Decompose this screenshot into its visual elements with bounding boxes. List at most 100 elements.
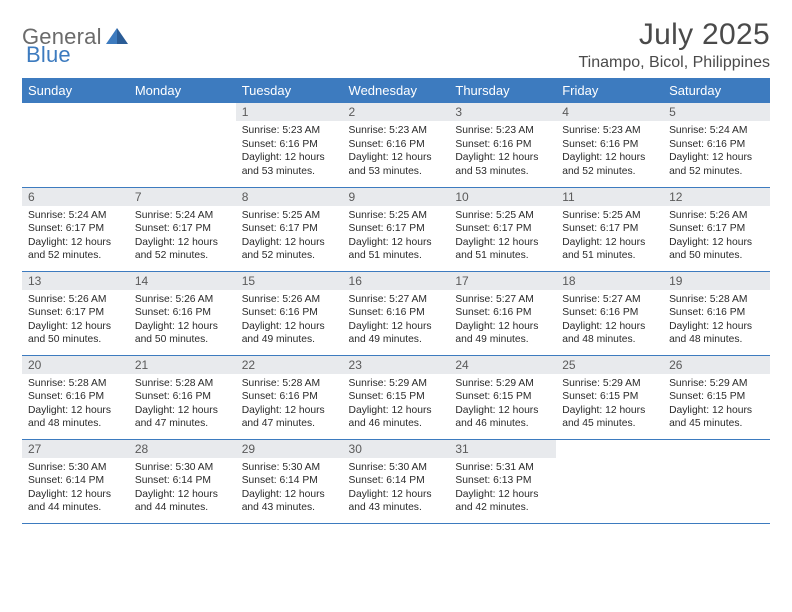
day-number: 15 [236,272,343,290]
daylight-text: Daylight: 12 hours and 49 minutes. [349,320,444,347]
logo-mark-icon [106,26,128,49]
sunset-text: Sunset: 6:16 PM [242,390,337,404]
sunset-text: Sunset: 6:16 PM [562,306,657,320]
weekday-row: SundayMondayTuesdayWednesdayThursdayFrid… [22,78,770,103]
day-number: 3 [449,103,556,121]
sunrise-text: Sunrise: 5:30 AM [349,461,444,475]
day-number: 24 [449,356,556,374]
sunrise-text: Sunrise: 5:26 AM [135,293,230,307]
calendar-cell: 16Sunrise: 5:27 AMSunset: 6:16 PMDayligh… [343,271,450,355]
sunrise-text: Sunrise: 5:25 AM [455,209,550,223]
day-number: 2 [343,103,450,121]
sunrise-text: Sunrise: 5:30 AM [135,461,230,475]
day-body: Sunrise: 5:26 AMSunset: 6:16 PMDaylight:… [129,290,236,352]
daylight-text: Daylight: 12 hours and 44 minutes. [135,488,230,515]
calendar-week-row: 6Sunrise: 5:24 AMSunset: 6:17 PMDaylight… [22,187,770,271]
day-number: 11 [556,188,663,206]
weekday-header: Friday [556,78,663,103]
calendar-week-row: 1Sunrise: 5:23 AMSunset: 6:16 PMDaylight… [22,103,770,187]
calendar-cell: 30Sunrise: 5:30 AMSunset: 6:14 PMDayligh… [343,439,450,523]
day-body: Sunrise: 5:30 AMSunset: 6:14 PMDaylight:… [129,458,236,520]
calendar-week-row: 13Sunrise: 5:26 AMSunset: 6:17 PMDayligh… [22,271,770,355]
day-body: Sunrise: 5:24 AMSunset: 6:17 PMDaylight:… [22,206,129,268]
header: General July 2025 Tinampo, Bicol, Philip… [22,18,770,72]
calendar-cell: 24Sunrise: 5:29 AMSunset: 6:15 PMDayligh… [449,355,556,439]
sunset-text: Sunset: 6:14 PM [28,474,123,488]
calendar-cell: 1Sunrise: 5:23 AMSunset: 6:16 PMDaylight… [236,103,343,187]
daylight-text: Daylight: 12 hours and 50 minutes. [669,236,764,263]
sunrise-text: Sunrise: 5:29 AM [455,377,550,391]
daylight-text: Daylight: 12 hours and 48 minutes. [562,320,657,347]
day-body: Sunrise: 5:30 AMSunset: 6:14 PMDaylight:… [343,458,450,520]
sunrise-text: Sunrise: 5:23 AM [242,124,337,138]
day-body: Sunrise: 5:27 AMSunset: 6:16 PMDaylight:… [343,290,450,352]
sunrise-text: Sunrise: 5:28 AM [242,377,337,391]
sunrise-text: Sunrise: 5:28 AM [28,377,123,391]
day-body: Sunrise: 5:25 AMSunset: 6:17 PMDaylight:… [556,206,663,268]
daylight-text: Daylight: 12 hours and 52 minutes. [242,236,337,263]
sunrise-text: Sunrise: 5:26 AM [242,293,337,307]
daylight-text: Daylight: 12 hours and 52 minutes. [562,151,657,178]
sunrise-text: Sunrise: 5:26 AM [28,293,123,307]
day-body: Sunrise: 5:25 AMSunset: 6:17 PMDaylight:… [236,206,343,268]
daylight-text: Daylight: 12 hours and 53 minutes. [455,151,550,178]
calendar-cell: 15Sunrise: 5:26 AMSunset: 6:16 PMDayligh… [236,271,343,355]
day-number: 28 [129,440,236,458]
daylight-text: Daylight: 12 hours and 51 minutes. [562,236,657,263]
day-body: Sunrise: 5:23 AMSunset: 6:16 PMDaylight:… [343,121,450,183]
calendar-cell: 12Sunrise: 5:26 AMSunset: 6:17 PMDayligh… [663,187,770,271]
calendar-week-row: 20Sunrise: 5:28 AMSunset: 6:16 PMDayligh… [22,355,770,439]
day-number: 23 [343,356,450,374]
daylight-text: Daylight: 12 hours and 50 minutes. [28,320,123,347]
sunset-text: Sunset: 6:16 PM [28,390,123,404]
sunrise-text: Sunrise: 5:27 AM [349,293,444,307]
day-number: 21 [129,356,236,374]
calendar-cell: 19Sunrise: 5:28 AMSunset: 6:16 PMDayligh… [663,271,770,355]
daylight-text: Daylight: 12 hours and 48 minutes. [28,404,123,431]
sunset-text: Sunset: 6:15 PM [349,390,444,404]
day-body: Sunrise: 5:28 AMSunset: 6:16 PMDaylight:… [129,374,236,436]
day-body: Sunrise: 5:27 AMSunset: 6:16 PMDaylight:… [556,290,663,352]
logo-text-blue: Blue [26,42,71,67]
calendar-cell: 7Sunrise: 5:24 AMSunset: 6:17 PMDaylight… [129,187,236,271]
calendar-head: SundayMondayTuesdayWednesdayThursdayFrid… [22,78,770,103]
calendar-cell: 25Sunrise: 5:29 AMSunset: 6:15 PMDayligh… [556,355,663,439]
daylight-text: Daylight: 12 hours and 43 minutes. [349,488,444,515]
day-body: Sunrise: 5:24 AMSunset: 6:17 PMDaylight:… [129,206,236,268]
sunset-text: Sunset: 6:17 PM [349,222,444,236]
day-number: 7 [129,188,236,206]
calendar-body: 1Sunrise: 5:23 AMSunset: 6:16 PMDaylight… [22,103,770,523]
daylight-text: Daylight: 12 hours and 51 minutes. [455,236,550,263]
calendar-cell: 2Sunrise: 5:23 AMSunset: 6:16 PMDaylight… [343,103,450,187]
day-number: 19 [663,272,770,290]
sunset-text: Sunset: 6:16 PM [455,306,550,320]
sunset-text: Sunset: 6:17 PM [28,306,123,320]
day-number: 9 [343,188,450,206]
day-body: Sunrise: 5:23 AMSunset: 6:16 PMDaylight:… [236,121,343,183]
calendar-cell: 27Sunrise: 5:30 AMSunset: 6:14 PMDayligh… [22,439,129,523]
day-number: 18 [556,272,663,290]
sunset-text: Sunset: 6:16 PM [562,138,657,152]
calendar-cell: 4Sunrise: 5:23 AMSunset: 6:16 PMDaylight… [556,103,663,187]
day-body: Sunrise: 5:30 AMSunset: 6:14 PMDaylight:… [236,458,343,520]
day-body: Sunrise: 5:29 AMSunset: 6:15 PMDaylight:… [449,374,556,436]
day-number: 31 [449,440,556,458]
day-body: Sunrise: 5:26 AMSunset: 6:17 PMDaylight:… [663,206,770,268]
sunset-text: Sunset: 6:17 PM [135,222,230,236]
sunset-text: Sunset: 6:17 PM [562,222,657,236]
day-number: 8 [236,188,343,206]
calendar-cell: 22Sunrise: 5:28 AMSunset: 6:16 PMDayligh… [236,355,343,439]
daylight-text: Daylight: 12 hours and 52 minutes. [28,236,123,263]
sunset-text: Sunset: 6:17 PM [669,222,764,236]
location-text: Tinampo, Bicol, Philippines [579,54,771,72]
daylight-text: Daylight: 12 hours and 45 minutes. [669,404,764,431]
weekday-header: Tuesday [236,78,343,103]
calendar-cell [663,439,770,523]
weekday-header: Monday [129,78,236,103]
sunset-text: Sunset: 6:16 PM [135,390,230,404]
day-body: Sunrise: 5:27 AMSunset: 6:16 PMDaylight:… [449,290,556,352]
daylight-text: Daylight: 12 hours and 52 minutes. [669,151,764,178]
sunset-text: Sunset: 6:17 PM [455,222,550,236]
sunrise-text: Sunrise: 5:25 AM [349,209,444,223]
day-number: 20 [22,356,129,374]
